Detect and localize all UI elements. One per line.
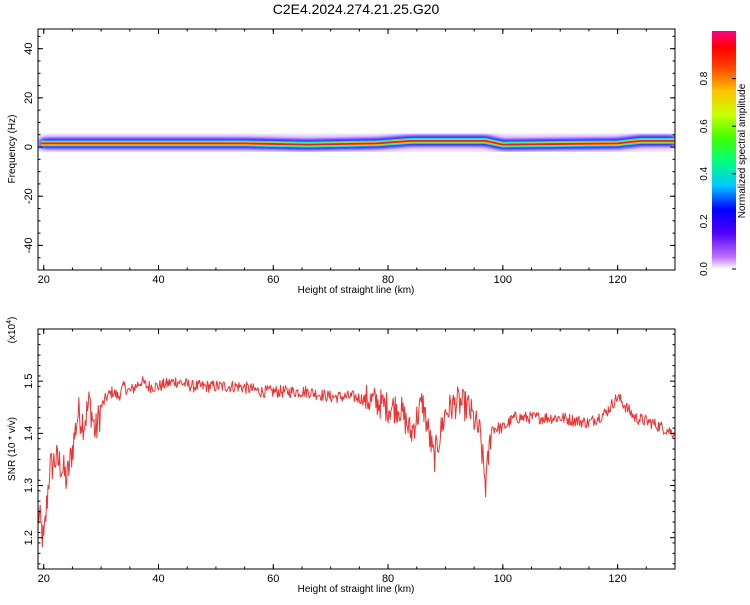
spectrogram-x-label: Height of straight line (km) xyxy=(298,285,415,296)
snr-y-label: SNR (10 * v/v) xyxy=(7,417,18,481)
spectrogram-x-tick-label: 40 xyxy=(152,274,164,286)
chart-title: C2E4.2024.274.21.25.G20 xyxy=(273,1,440,17)
snr-x-tick-label: 100 xyxy=(494,573,512,585)
colorbar-tick-label: 0.4 xyxy=(699,166,710,180)
spectrogram-panel: 20 40 60 80 100 120 -40 -20 0 20 40 Height of stra… xyxy=(7,28,676,296)
snr-y-multiplier-base: (x10 xyxy=(7,323,18,343)
spectrogram-y-tick-label: -20 xyxy=(23,188,35,204)
spectrogram-y-tick-label: -40 xyxy=(23,237,35,253)
snr-y-tick-label: 1.5 xyxy=(23,374,35,389)
colorbar-gradient xyxy=(712,31,736,269)
colorbar-tick-label: 0.6 xyxy=(699,119,710,133)
snr-y-multiplier-close: ) xyxy=(7,317,18,320)
spectrogram-x-tick-label: 20 xyxy=(38,274,50,286)
band-core xyxy=(40,139,675,146)
spectrogram-frame xyxy=(37,28,676,271)
snr-panel: 20 40 60 80 100 120 1.2 1.3 1.4 1.5 Height of str… xyxy=(6,317,676,595)
spectrogram-y-label: Frequency (Hz) xyxy=(7,115,18,184)
colorbar-tick-label: 0.0 xyxy=(699,262,710,276)
colorbar-tick-label: 0.2 xyxy=(699,214,710,228)
spectrogram-x-tick-label: 80 xyxy=(382,274,394,286)
snr-series-line xyxy=(38,376,675,548)
spectrogram-band xyxy=(40,130,675,155)
snr-x-tick-label: 80 xyxy=(382,573,394,585)
snr-x-label: Height of straight line (km) xyxy=(298,584,415,595)
colorbar: 0.0 0.2 0.4 0.6 0.8 Normalized spectral ampl… xyxy=(699,31,748,276)
snr-x-tick-label: 40 xyxy=(152,573,164,585)
spectrogram-x-tick-label: 120 xyxy=(608,274,626,286)
snr-y-multiplier-exponent: 4 xyxy=(6,320,13,324)
colorbar-tick-label: 0.8 xyxy=(699,71,710,85)
snr-y-tick-label: 1.4 xyxy=(23,426,35,441)
snr-x-tick-label: 20 xyxy=(38,573,50,585)
snr-y-multiplier: (x104) xyxy=(6,317,18,344)
spectrogram-x-tick-label: 100 xyxy=(494,274,512,286)
spectrogram-y-tick-label: 20 xyxy=(23,92,35,104)
spectrogram-y-tick-label: 40 xyxy=(23,43,35,55)
colorbar-label: Normalized spectral amplitude xyxy=(737,83,748,218)
snr-y-tick-label: 1.3 xyxy=(23,478,35,493)
spectrogram-x-tick-label: 60 xyxy=(267,274,279,286)
snr-x-tick-label: 120 xyxy=(608,573,626,585)
snr-y-tick-label: 1.2 xyxy=(23,530,35,545)
snr-frame xyxy=(37,328,676,570)
snr-x-tick-label: 60 xyxy=(267,573,279,585)
spectrogram-y-tick-label: 0 xyxy=(23,144,35,150)
